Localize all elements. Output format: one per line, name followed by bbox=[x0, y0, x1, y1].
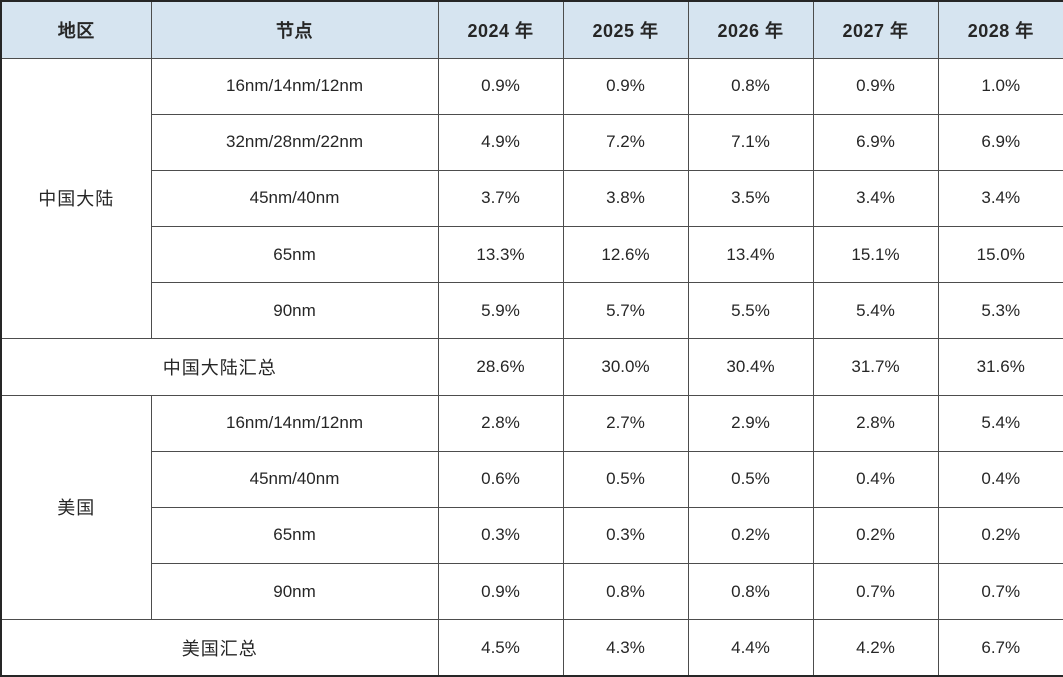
value-cell: 2.7% bbox=[562, 394, 689, 452]
header-row: 地区 节点 2024 年 2025 年 2026 年 2027 年 2028 年 bbox=[0, 0, 1063, 59]
value-cell: 13.4% bbox=[687, 226, 814, 284]
summary-row-china: 中国大陆汇总 28.6% 30.0% 30.4% 31.7% 31.6% bbox=[0, 338, 1063, 396]
header-cell-year-2027: 2027 年 bbox=[812, 0, 939, 59]
value-cell: 6.9% bbox=[937, 113, 1063, 171]
header-cell-year-2025: 2025 年 bbox=[562, 0, 689, 59]
value-cell: 0.7% bbox=[812, 563, 939, 621]
summary-label-cell: 中国大陆汇总 bbox=[0, 338, 439, 396]
value-cell: 5.4% bbox=[812, 282, 939, 340]
value-cell: 7.2% bbox=[562, 113, 689, 171]
summary-value-cell: 30.0% bbox=[562, 338, 689, 396]
value-cell: 1.0% bbox=[937, 57, 1063, 115]
value-cell: 15.1% bbox=[812, 226, 939, 284]
value-cell: 5.3% bbox=[937, 282, 1063, 340]
value-cell: 5.5% bbox=[687, 282, 814, 340]
summary-value-cell: 4.5% bbox=[437, 619, 564, 677]
value-cell: 3.5% bbox=[687, 169, 814, 228]
region-cell-china: 中国大陆 bbox=[0, 57, 152, 340]
node-cell: 45nm/40nm bbox=[150, 169, 439, 228]
value-cell: 0.8% bbox=[687, 563, 814, 621]
value-cell: 0.4% bbox=[812, 450, 939, 508]
value-cell: 2.8% bbox=[812, 394, 939, 452]
node-cell: 65nm bbox=[150, 226, 439, 284]
value-cell: 0.7% bbox=[937, 563, 1063, 621]
node-cell: 32nm/28nm/22nm bbox=[150, 113, 439, 171]
summary-value-cell: 4.4% bbox=[687, 619, 814, 677]
summary-value-cell: 31.6% bbox=[937, 338, 1063, 396]
value-cell: 7.1% bbox=[687, 113, 814, 171]
header-cell-node: 节点 bbox=[150, 0, 439, 59]
value-cell: 0.8% bbox=[687, 57, 814, 115]
value-cell: 0.9% bbox=[437, 57, 564, 115]
value-cell: 6.9% bbox=[812, 113, 939, 171]
value-cell: 0.5% bbox=[687, 450, 814, 508]
value-cell: 3.8% bbox=[562, 169, 689, 228]
table-row: 45nm/40nm 0.6% 0.5% 0.5% 0.4% 0.4% bbox=[1, 450, 1063, 508]
table-row: 美国 16nm/14nm/12nm 2.8% 2.7% 2.9% 2.8% 5.… bbox=[0, 394, 1063, 621]
node-cell: 90nm bbox=[150, 563, 439, 621]
table-row: 90nm 0.9% 0.8% 0.8% 0.7% 0.7% bbox=[1, 563, 1063, 621]
header-cell-region: 地区 bbox=[0, 0, 152, 59]
value-cell: 2.8% bbox=[437, 394, 564, 452]
header-cell-year-2024: 2024 年 bbox=[437, 0, 564, 59]
value-cell: 2.9% bbox=[687, 394, 814, 452]
header-cell-year-2026: 2026 年 bbox=[687, 0, 814, 59]
value-cell: 13.3% bbox=[437, 226, 564, 284]
value-cell: 12.6% bbox=[562, 226, 689, 284]
summary-value-cell: 6.7% bbox=[937, 619, 1063, 677]
value-cell: 5.9% bbox=[437, 282, 564, 340]
table-row: 45nm/40nm 3.7% 3.8% 3.5% 3.4% 3.4% bbox=[1, 169, 1063, 228]
value-cell: 0.2% bbox=[937, 506, 1063, 565]
summary-value-cell: 30.4% bbox=[687, 338, 814, 396]
value-cell: 0.6% bbox=[437, 450, 564, 508]
region-cell-usa: 美国 bbox=[0, 394, 152, 621]
value-cell: 0.5% bbox=[562, 450, 689, 508]
table-row: 65nm 0.3% 0.3% 0.2% 0.2% 0.2% bbox=[1, 506, 1063, 565]
summary-label-cell: 美国汇总 bbox=[0, 619, 439, 677]
table-row: 32nm/28nm/22nm 4.9% 7.2% 7.1% 6.9% 6.9% bbox=[1, 113, 1063, 171]
summary-value-cell: 28.6% bbox=[437, 338, 564, 396]
value-cell: 4.9% bbox=[437, 113, 564, 171]
node-cell: 16nm/14nm/12nm bbox=[150, 394, 439, 452]
value-cell: 0.3% bbox=[562, 506, 689, 565]
value-cell: 3.4% bbox=[812, 169, 939, 228]
node-cell: 45nm/40nm bbox=[150, 450, 439, 508]
summary-value-cell: 4.3% bbox=[562, 619, 689, 677]
node-cell: 65nm bbox=[150, 506, 439, 565]
value-cell: 0.4% bbox=[937, 450, 1063, 508]
table-row: 90nm 5.9% 5.7% 5.5% 5.4% 5.3% bbox=[1, 282, 1063, 340]
value-cell: 0.3% bbox=[437, 506, 564, 565]
value-cell: 5.4% bbox=[937, 394, 1063, 452]
value-cell: 15.0% bbox=[937, 226, 1063, 284]
summary-value-cell: 31.7% bbox=[812, 338, 939, 396]
value-cell: 3.4% bbox=[937, 169, 1063, 228]
header-cell-year-2028: 2028 年 bbox=[937, 0, 1063, 59]
value-cell: 0.8% bbox=[562, 563, 689, 621]
summary-value-cell: 4.2% bbox=[812, 619, 939, 677]
value-cell: 3.7% bbox=[437, 169, 564, 228]
table-row: 中国大陆 16nm/14nm/12nm 0.9% 0.9% 0.8% 0.9% … bbox=[0, 57, 1063, 340]
table-row: 65nm 13.3% 12.6% 13.4% 15.1% 15.0% bbox=[1, 226, 1063, 284]
value-cell: 0.9% bbox=[562, 57, 689, 115]
value-cell: 0.2% bbox=[812, 506, 939, 565]
value-cell: 0.9% bbox=[812, 57, 939, 115]
node-cell: 90nm bbox=[150, 282, 439, 340]
value-cell: 0.2% bbox=[687, 506, 814, 565]
summary-row-usa: 美国汇总 4.5% 4.3% 4.4% 4.2% 6.7% bbox=[0, 619, 1063, 677]
value-cell: 0.9% bbox=[437, 563, 564, 621]
value-cell: 5.7% bbox=[562, 282, 689, 340]
node-cell: 16nm/14nm/12nm bbox=[150, 57, 439, 115]
